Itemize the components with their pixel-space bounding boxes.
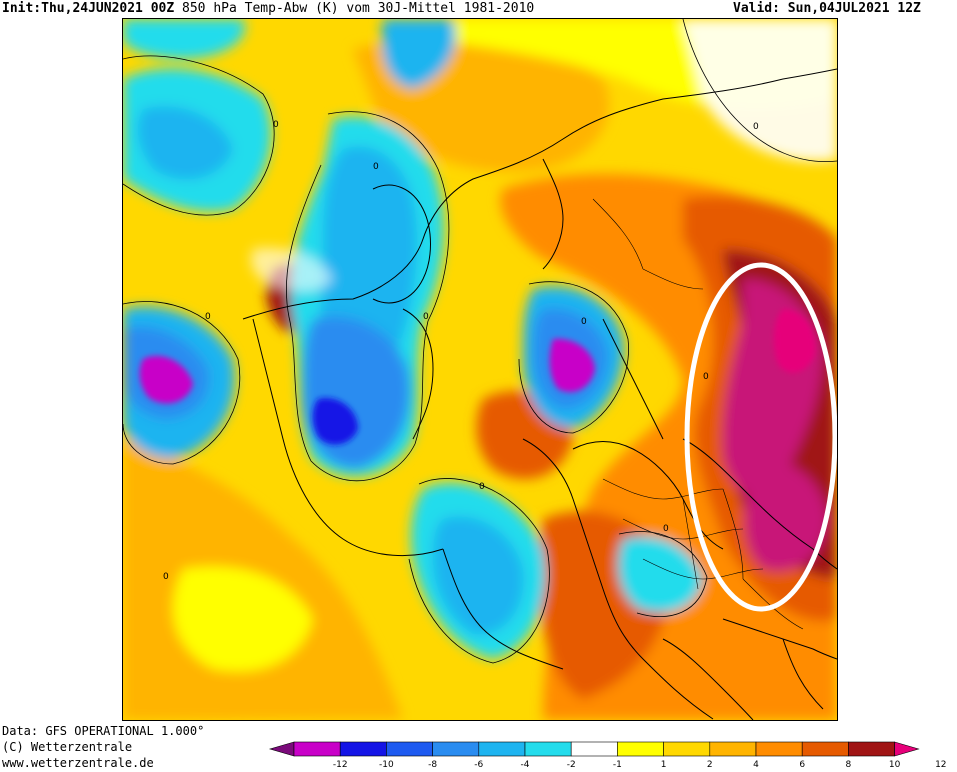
svg-text:0: 0: [163, 572, 169, 582]
color-legend: -12 -10 -8 -6 -4 -2 -1 1 2 4 6 8 10 12: [268, 740, 957, 772]
legend-tick-label: -2: [567, 760, 576, 770]
data-source: Data: GFS OPERATIONAL 1.000°: [2, 724, 205, 738]
svg-text:0: 0: [423, 312, 429, 322]
legend-swatch: [432, 741, 480, 757]
legend-tick-label: -4: [521, 760, 530, 770]
svg-text:0: 0: [479, 482, 485, 492]
legend-swatch: [570, 741, 618, 757]
svg-text:0: 0: [753, 122, 759, 132]
svg-text:0: 0: [663, 524, 669, 534]
legend-swatch: [801, 741, 849, 757]
valid-label: Valid:: [733, 1, 780, 16]
website-url: www.wetterzentrale.de: [2, 756, 154, 770]
legend-arrow-high: [894, 741, 920, 757]
svg-text:0: 0: [581, 317, 587, 327]
svg-text:0: 0: [373, 162, 379, 172]
legend-swatch: [386, 741, 433, 757]
svg-text:0: 0: [273, 120, 279, 130]
legend-swatch: [663, 741, 711, 757]
legend-tick-label: 6: [799, 760, 805, 770]
legend-swatch: [293, 741, 341, 757]
init-label: Init:: [2, 1, 42, 16]
svg-text:0: 0: [703, 372, 709, 382]
svg-text:0: 0: [205, 312, 211, 322]
legend-tick-label: 2: [707, 760, 713, 770]
legend-tick-label: -8: [428, 760, 437, 770]
legend-tick-label: -12: [333, 760, 348, 770]
header-valid: Valid: Sun,04JUL2021 12Z: [733, 1, 921, 17]
legend-swatch: [478, 741, 526, 757]
coastlines: [242, 68, 837, 720]
legend-tick-label: 10: [889, 760, 901, 770]
legend-tick-label: 4: [753, 760, 759, 770]
map-title: 850 hPa Temp-Abw (K) vom 30J-Mittel 1981…: [182, 1, 535, 16]
legend-swatch: [524, 741, 572, 757]
legend-tick-label: -1: [613, 760, 622, 770]
highlight-ellipse: [684, 262, 837, 612]
map-canvas: 0 0 0 0 0 0 0 0 0 0: [123, 19, 837, 720]
header-init: Init:Thu,24JUN2021 00Z 850 hPa Temp-Abw …: [2, 1, 534, 17]
legend-tick-label: 12: [935, 760, 946, 770]
color-legend-canvas: -12 -10 -8 -6 -4 -2 -1 1 2 4 6 8 10 12: [268, 741, 947, 770]
temperature-anomaly-map[interactable]: 0 0 0 0 0 0 0 0 0 0: [122, 18, 838, 721]
valid-value: Sun,04JUL2021 12Z: [787, 1, 921, 16]
legend-tick-label: -6: [474, 760, 483, 770]
anomaly-field-cores: [139, 309, 816, 445]
legend-swatch: [755, 741, 803, 757]
legend-tick-label: 8: [846, 760, 852, 770]
legend-tick-label: -10: [379, 760, 394, 770]
legend-swatch: [339, 741, 387, 757]
copyright: (C) Wetterzentrale: [2, 740, 133, 754]
init-value: Thu,24JUN2021 00Z: [41, 1, 175, 16]
legend-tick-label: 1: [661, 760, 667, 770]
legend-swatch: [709, 741, 757, 757]
legend-arrow-low: [268, 741, 295, 757]
legend-swatch: [848, 741, 895, 757]
zero-contours: [123, 19, 837, 664]
legend-swatch: [617, 741, 664, 757]
contour-labels: 0 0 0 0 0 0 0 0 0 0: [163, 120, 759, 582]
